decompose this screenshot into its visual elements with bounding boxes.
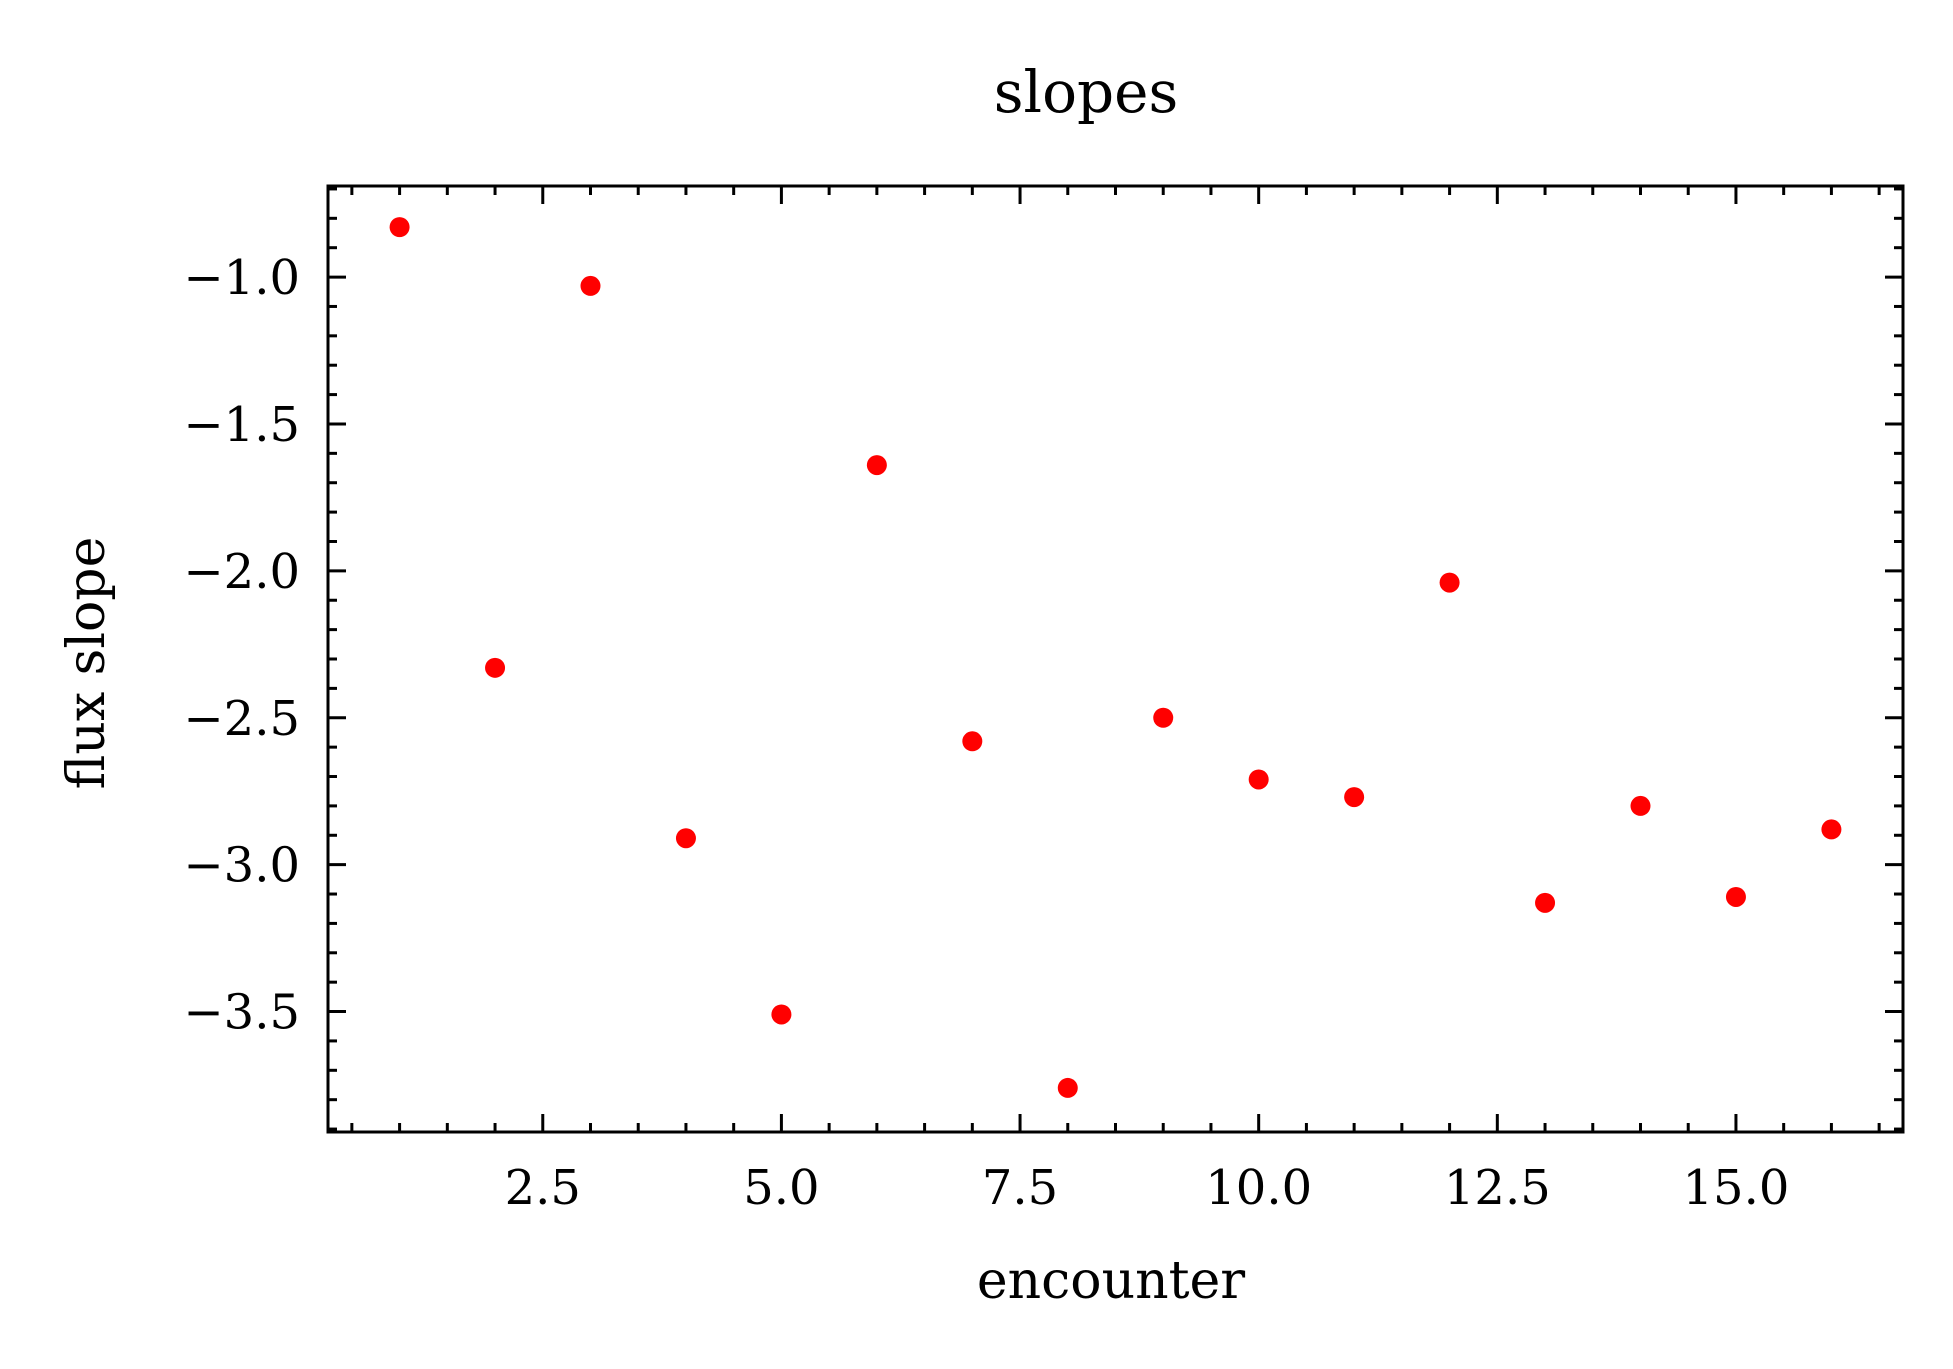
plot-frame xyxy=(326,184,1905,1134)
data-point xyxy=(580,275,601,296)
data-point xyxy=(1153,707,1174,728)
data-point xyxy=(866,455,887,476)
data-point xyxy=(771,1004,792,1025)
y-axis-label: flux slope xyxy=(57,537,117,790)
data-point xyxy=(1535,892,1556,913)
y-tick-label: −3.0 xyxy=(183,838,300,894)
data-point xyxy=(1248,769,1269,790)
x-tick-label: 12.5 xyxy=(1444,1160,1551,1216)
y-tick-label: −2.0 xyxy=(183,544,300,600)
tick-labels: 2.5 5.0 7.5 10.0 12.5 15.0 −1.0 −1.5 −2.0 −2.5 −3.… xyxy=(183,250,1789,1216)
x-tick-label: 10.0 xyxy=(1205,1160,1312,1216)
data-point xyxy=(485,657,506,678)
x-tick-label: 7.5 xyxy=(982,1160,1058,1216)
data-point xyxy=(1821,819,1842,840)
data-point xyxy=(1344,787,1365,808)
data-point xyxy=(389,217,410,238)
chart-title: slopes xyxy=(994,58,1178,126)
y-tick-label: −1.0 xyxy=(183,250,300,306)
y-tick-label: −1.5 xyxy=(183,397,300,453)
y-tick-label: −3.5 xyxy=(183,985,300,1041)
x-tick-label: 2.5 xyxy=(505,1160,581,1216)
data-point xyxy=(1725,886,1746,907)
plot-area xyxy=(326,184,1905,1134)
data-point xyxy=(675,828,696,849)
data-point xyxy=(962,731,983,752)
data-point xyxy=(1630,795,1651,816)
x-tick-label: 5.0 xyxy=(743,1160,819,1216)
data-points xyxy=(389,217,1842,1098)
x-axis-label: encounter xyxy=(977,1251,1245,1311)
data-point xyxy=(1439,572,1460,593)
x-tick-label: 15.0 xyxy=(1683,1160,1790,1216)
y-tick-label: −2.5 xyxy=(183,691,300,747)
axis-ticks xyxy=(328,186,1903,1132)
data-point xyxy=(1057,1077,1078,1098)
